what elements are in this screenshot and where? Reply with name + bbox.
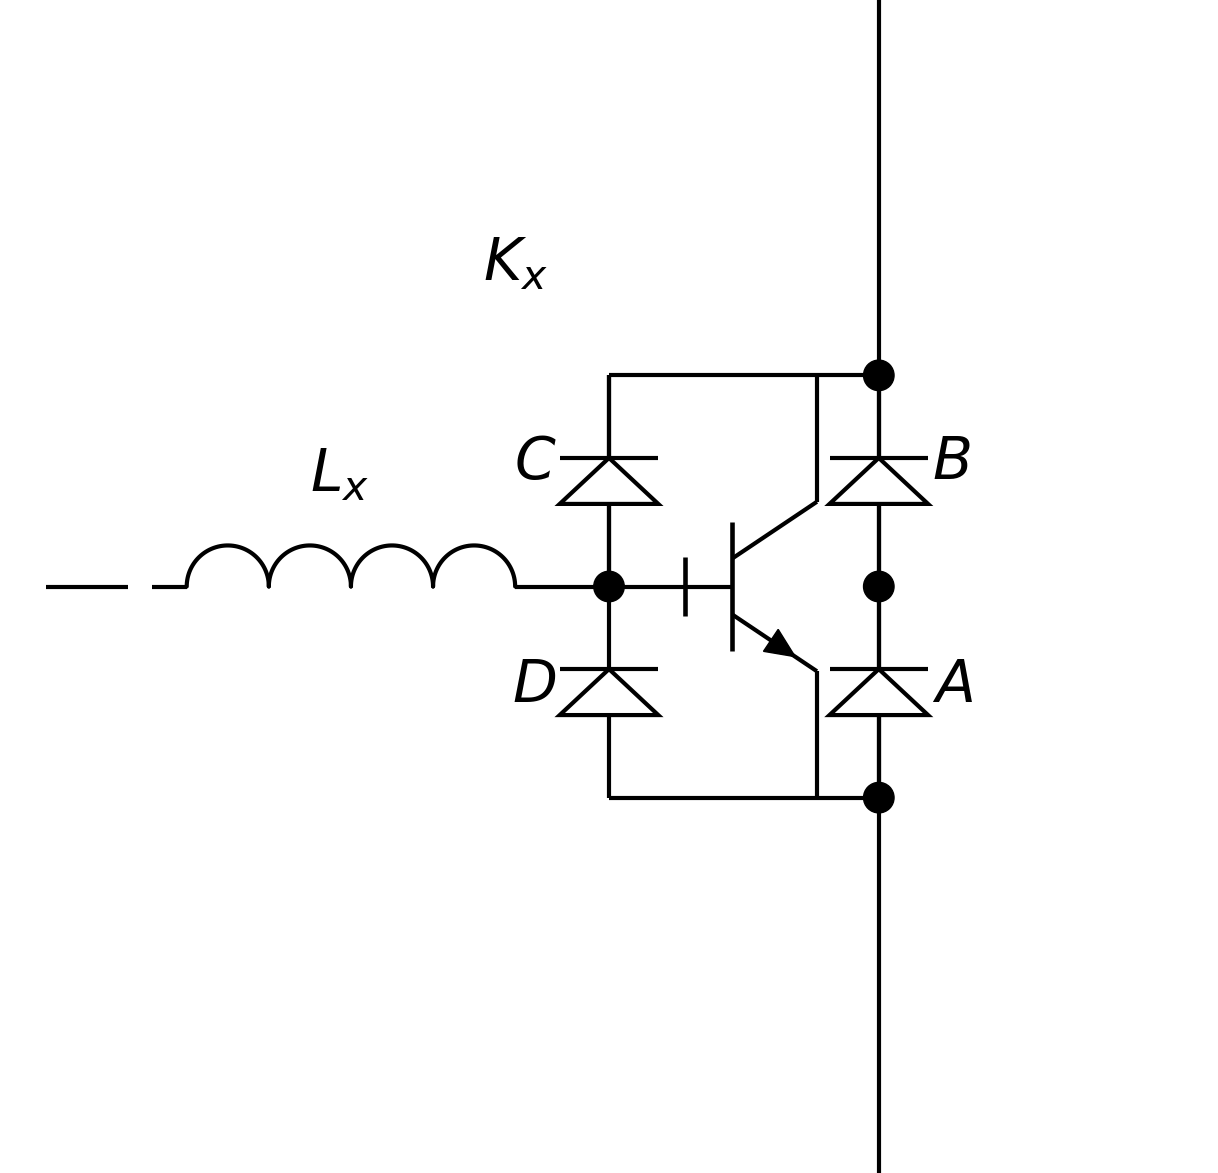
Text: $D$: $D$	[512, 658, 557, 714]
Polygon shape	[560, 457, 658, 504]
Circle shape	[864, 782, 894, 813]
Text: $K_x$: $K_x$	[482, 237, 548, 293]
Polygon shape	[560, 669, 658, 716]
Polygon shape	[829, 457, 928, 504]
Circle shape	[593, 571, 625, 602]
Polygon shape	[764, 630, 795, 657]
Circle shape	[864, 571, 894, 602]
Text: $A$: $A$	[932, 658, 973, 714]
Text: $C$: $C$	[514, 435, 557, 491]
Text: $L_x$: $L_x$	[309, 448, 369, 504]
Polygon shape	[829, 669, 928, 716]
Circle shape	[864, 360, 894, 391]
Text: $B$: $B$	[932, 435, 970, 491]
